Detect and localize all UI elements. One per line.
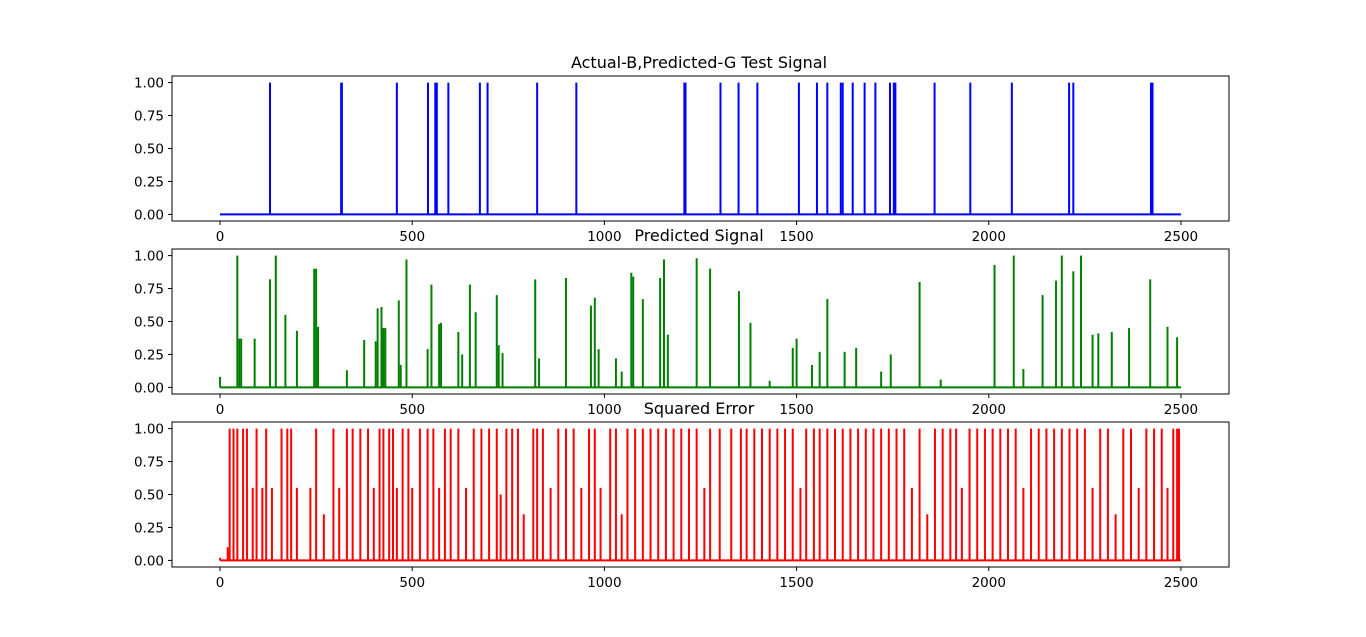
x-tick-label: 1000 xyxy=(587,229,621,245)
x-tick-label: 1500 xyxy=(779,402,813,418)
axis-ticks: 0 500 1000 1500 2000 2500 0.00 0.25 0.50 0.75 1.00 xyxy=(134,76,1198,245)
x-tick-label: 500 xyxy=(399,575,425,591)
subplot-title: Squared Error xyxy=(644,399,755,418)
x-tick-label: 2000 xyxy=(972,575,1006,591)
predicted-signal-line xyxy=(219,255,1181,389)
x-tick-label: 2500 xyxy=(1164,229,1198,245)
x-tick-label: 500 xyxy=(399,402,425,418)
squared-error-line xyxy=(219,428,1181,562)
x-tick-label: 2000 xyxy=(972,402,1006,418)
actual-signal-subplot: Actual-B,Predicted-G Test Signal 0 500 100… xyxy=(134,53,1230,245)
x-tick-label: 1000 xyxy=(587,575,621,591)
subplot-title: Predicted Signal xyxy=(634,226,763,245)
y-tick-label: 0.75 xyxy=(134,282,164,298)
x-tick-label: 1000 xyxy=(587,402,621,418)
subplot-title: Actual-B,Predicted-G Test Signal xyxy=(571,53,827,72)
x-tick-label: 2500 xyxy=(1164,402,1198,418)
y-tick-label: 0.75 xyxy=(134,455,164,471)
x-tick-label: 0 xyxy=(216,402,225,418)
y-tick-label: 0.50 xyxy=(134,142,164,158)
y-tick-label: 0.25 xyxy=(134,347,164,363)
axis-ticks: 0 500 1000 1500 2000 2500 0.00 0.25 0.50 0.75 1.00 xyxy=(134,422,1198,591)
axis-ticks: 0 500 1000 1500 2000 2500 0.00 0.25 0.50 0.75 1.00 xyxy=(134,249,1198,418)
y-tick-label: 0.50 xyxy=(134,315,164,331)
y-tick-label: 0.50 xyxy=(134,488,164,504)
y-tick-label: 0.25 xyxy=(134,174,164,190)
x-tick-label: 0 xyxy=(216,575,225,591)
x-tick-label: 500 xyxy=(399,229,425,245)
x-tick-label: 1500 xyxy=(779,575,813,591)
y-tick-label: 0.00 xyxy=(134,207,164,223)
y-tick-label: 0.00 xyxy=(134,380,164,396)
y-tick-label: 0.25 xyxy=(134,520,164,536)
x-tick-label: 2500 xyxy=(1164,575,1198,591)
y-tick-label: 1.00 xyxy=(134,422,164,438)
predicted-signal-subplot: Predicted Signal 0 500 1000 1500 2000 2500 0.0… xyxy=(134,226,1230,418)
x-tick-label: 2000 xyxy=(972,229,1006,245)
x-tick-label: 0 xyxy=(216,229,225,245)
actual-signal-line xyxy=(220,82,1181,216)
squared-error-subplot: Squared Error 0 500 1000 1500 2000 2500 0.00 0.… xyxy=(134,399,1230,591)
x-tick-label: 1500 xyxy=(779,229,813,245)
y-tick-label: 0.00 xyxy=(134,553,164,569)
y-tick-label: 1.00 xyxy=(134,249,164,265)
y-tick-label: 1.00 xyxy=(134,76,164,92)
y-tick-label: 0.75 xyxy=(134,109,164,125)
